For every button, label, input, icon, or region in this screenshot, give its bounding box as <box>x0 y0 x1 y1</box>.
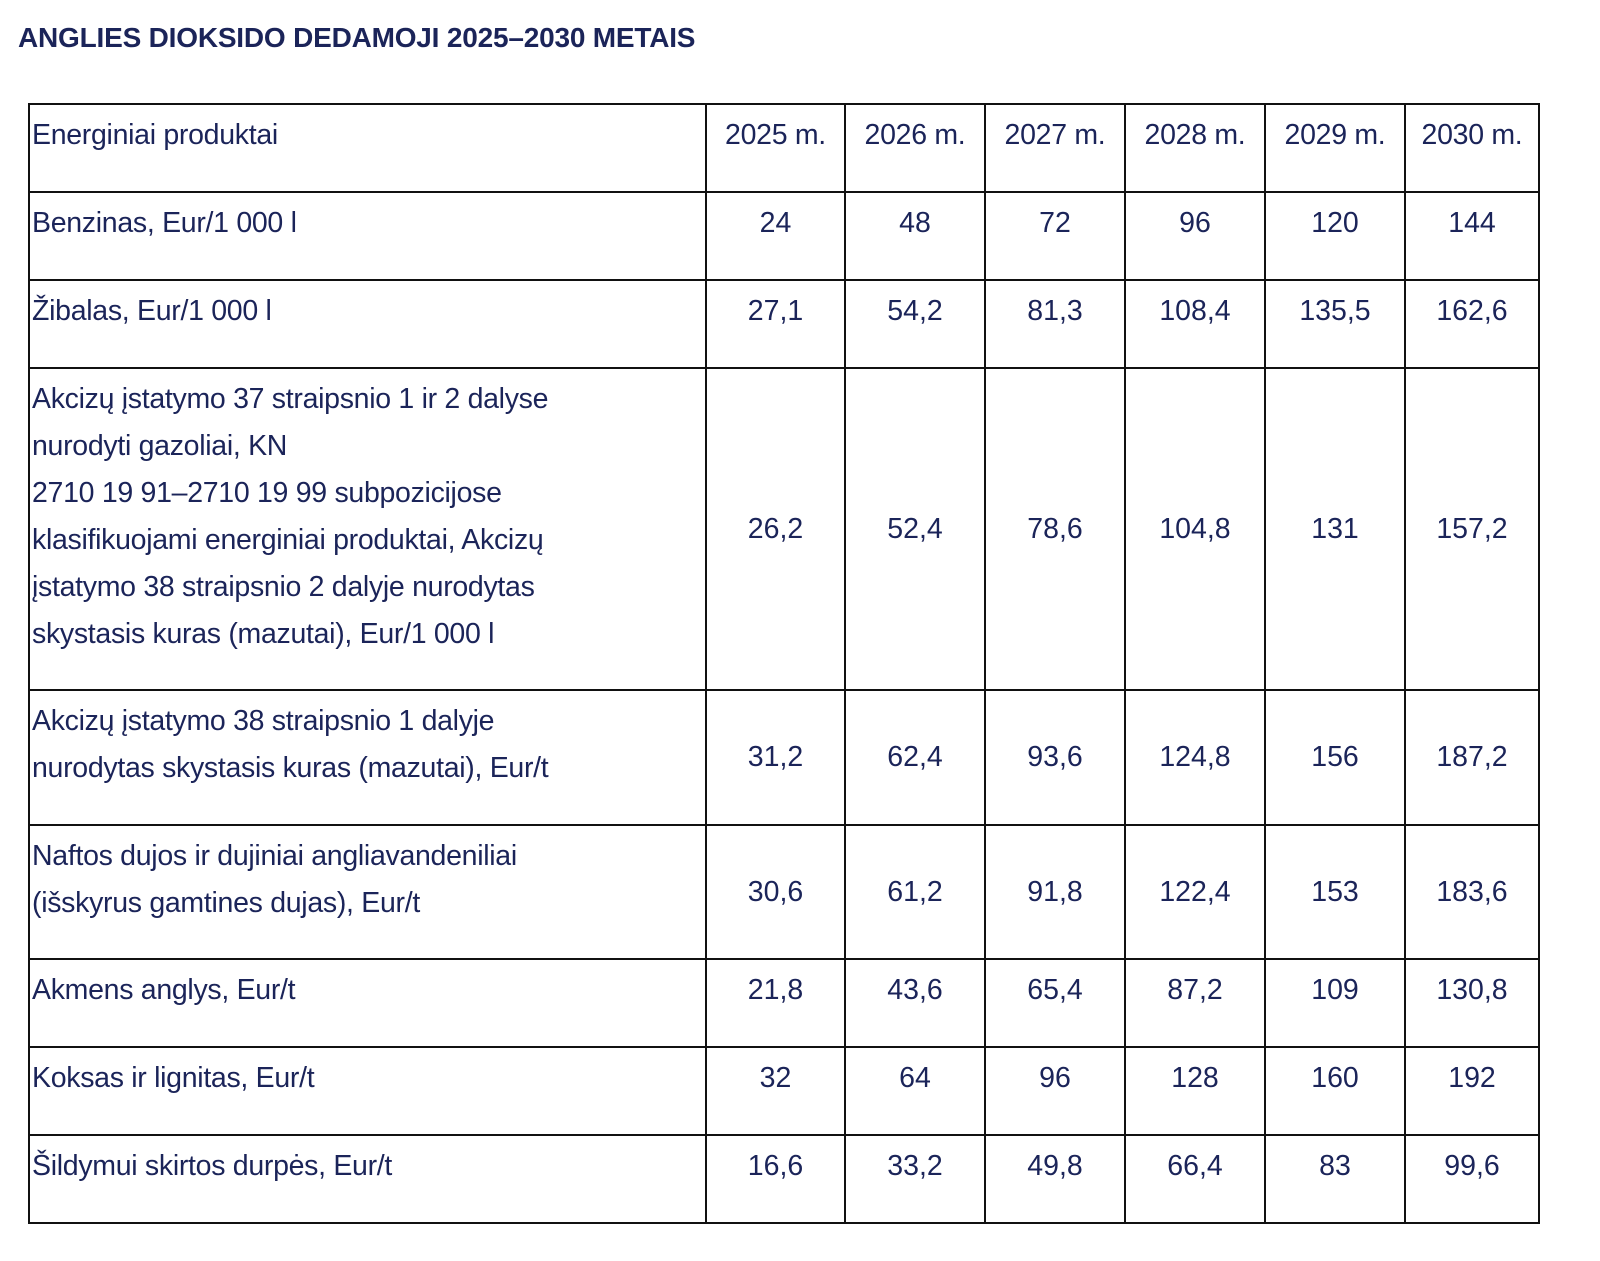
row-label-line: Šildymui skirtos durpės, Eur/t <box>32 1150 393 1182</box>
value-cell: 54,2 <box>844 279 986 369</box>
table-row: Naftos dujos ir dujiniai angliavandenili… <box>28 824 1540 960</box>
value-cell: 62,4 <box>844 689 986 826</box>
value-cell: 81,3 <box>984 279 1126 369</box>
table-row: Akcizų įstatymo 37 straipsnio 1 ir 2 dal… <box>28 367 1540 691</box>
value-cell: 162,6 <box>1404 279 1540 369</box>
value-cell: 31,2 <box>705 689 846 826</box>
row-label-petroleum-gases: Naftos dujos ir dujiniai angliavandenili… <box>28 824 707 960</box>
row-label-line: skystasis kuras (mazutai), Eur/1 000 l <box>32 618 495 650</box>
row-label-line: klasifikuojami energiniai produktai, Akc… <box>32 524 544 556</box>
row-label-petrol: Benzinas, Eur/1 000 l <box>28 191 707 281</box>
value-cell: 33,2 <box>844 1134 986 1224</box>
carbon-dioxide-component-table: Energiniai produktai 2025 m. 2026 m. 202… <box>28 103 1540 1224</box>
value-cell: 21,8 <box>705 958 846 1048</box>
value-cell: 87,2 <box>1124 958 1266 1048</box>
row-label-line: Koksas ir lignitas, Eur/t <box>32 1062 315 1094</box>
row-label-line: Akmens anglys, Eur/t <box>32 974 296 1006</box>
value-cell: 96 <box>984 1046 1126 1136</box>
value-cell: 135,5 <box>1264 279 1406 369</box>
row-label-coke-lignite: Koksas ir lignitas, Eur/t <box>28 1046 707 1136</box>
value-cell: 32 <box>705 1046 846 1136</box>
value-cell: 91,8 <box>984 824 1126 960</box>
value-cell: 160 <box>1264 1046 1406 1136</box>
value-cell: 78,6 <box>984 367 1126 691</box>
value-cell: 48 <box>844 191 986 281</box>
row-label-line: įstatymo 38 straipsnio 2 dalyje nurodyta… <box>32 571 535 603</box>
header-year-2025: 2025 m. <box>705 103 846 193</box>
table-header-row: Energiniai produktai 2025 m. 2026 m. 202… <box>28 103 1540 193</box>
value-cell: 108,4 <box>1124 279 1266 369</box>
row-label-line: 2710 19 91–2710 19 99 subpozicijose <box>32 477 502 509</box>
value-cell: 144 <box>1404 191 1540 281</box>
table-row: Šildymui skirtos durpės, Eur/t 16,6 33,2… <box>28 1134 1540 1224</box>
row-label-coal: Akmens anglys, Eur/t <box>28 958 707 1048</box>
value-cell: 65,4 <box>984 958 1126 1048</box>
header-year-2029: 2029 m. <box>1264 103 1406 193</box>
value-cell: 93,6 <box>984 689 1126 826</box>
value-cell: 153 <box>1264 824 1406 960</box>
value-cell: 16,6 <box>705 1134 846 1224</box>
header-year-2026: 2026 m. <box>844 103 986 193</box>
value-cell: 64 <box>844 1046 986 1136</box>
value-cell: 72 <box>984 191 1126 281</box>
row-label-kerosene: Žibalas, Eur/1 000 l <box>28 279 707 369</box>
value-cell: 66,4 <box>1124 1134 1266 1224</box>
value-cell: 183,6 <box>1404 824 1540 960</box>
value-cell: 157,2 <box>1404 367 1540 691</box>
header-year-2028: 2028 m. <box>1124 103 1266 193</box>
value-cell: 27,1 <box>705 279 846 369</box>
row-label-line: nurodytas skystasis kuras (mazutai), Eur… <box>32 752 549 784</box>
row-label-line: Akcizų įstatymo 38 straipsnio 1 dalyje <box>32 705 495 737</box>
header-year-2027: 2027 m. <box>984 103 1126 193</box>
page-title: ANGLIES DIOKSIDO DEDAMOJI 2025–2030 META… <box>18 22 696 53</box>
value-cell: 156 <box>1264 689 1406 826</box>
header-year-2030: 2030 m. <box>1404 103 1540 193</box>
header-energy-products: Energiniai produktai <box>28 103 707 193</box>
value-cell: 83 <box>1264 1134 1406 1224</box>
row-label-line: Žibalas, Eur/1 000 l <box>32 295 272 327</box>
value-cell: 128 <box>1124 1046 1266 1136</box>
value-cell: 99,6 <box>1404 1134 1540 1224</box>
value-cell: 120 <box>1264 191 1406 281</box>
row-label-gas-oils: Akcizų įstatymo 37 straipsnio 1 ir 2 dal… <box>28 367 707 691</box>
value-cell: 24 <box>705 191 846 281</box>
table-row: Koksas ir lignitas, Eur/t 32 64 96 128 1… <box>28 1046 1540 1136</box>
row-label-heating-peat: Šildymui skirtos durpės, Eur/t <box>28 1134 707 1224</box>
table-row: Akcizų įstatymo 38 straipsnio 1 dalyje n… <box>28 689 1540 826</box>
table-row: Benzinas, Eur/1 000 l 24 48 72 96 120 14… <box>28 191 1540 281</box>
value-cell: 122,4 <box>1124 824 1266 960</box>
value-cell: 192 <box>1404 1046 1540 1136</box>
value-cell: 124,8 <box>1124 689 1266 826</box>
value-cell: 96 <box>1124 191 1266 281</box>
value-cell: 49,8 <box>984 1134 1126 1224</box>
row-label-line: Akcizų įstatymo 37 straipsnio 1 ir 2 dal… <box>32 383 549 415</box>
table-row: Akmens anglys, Eur/t 21,8 43,6 65,4 87,2… <box>28 958 1540 1048</box>
row-label-line: Benzinas, Eur/1 000 l <box>32 207 297 239</box>
value-cell: 187,2 <box>1404 689 1540 826</box>
value-cell: 130,8 <box>1404 958 1540 1048</box>
row-label-line: nurodyti gazoliai, KN <box>32 430 288 462</box>
row-label-line: Naftos dujos ir dujiniai angliavandenili… <box>32 840 517 872</box>
row-label-heavy-fuel-oil: Akcizų įstatymo 38 straipsnio 1 dalyje n… <box>28 689 707 826</box>
table-row: Žibalas, Eur/1 000 l 27,1 54,2 81,3 108,… <box>28 279 1540 369</box>
value-cell: 131 <box>1264 367 1406 691</box>
value-cell: 61,2 <box>844 824 986 960</box>
value-cell: 26,2 <box>705 367 846 691</box>
value-cell: 30,6 <box>705 824 846 960</box>
value-cell: 52,4 <box>844 367 986 691</box>
value-cell: 43,6 <box>844 958 986 1048</box>
value-cell: 109 <box>1264 958 1406 1048</box>
row-label-line: (išskyrus gamtines dujas), Eur/t <box>32 887 420 919</box>
value-cell: 104,8 <box>1124 367 1266 691</box>
